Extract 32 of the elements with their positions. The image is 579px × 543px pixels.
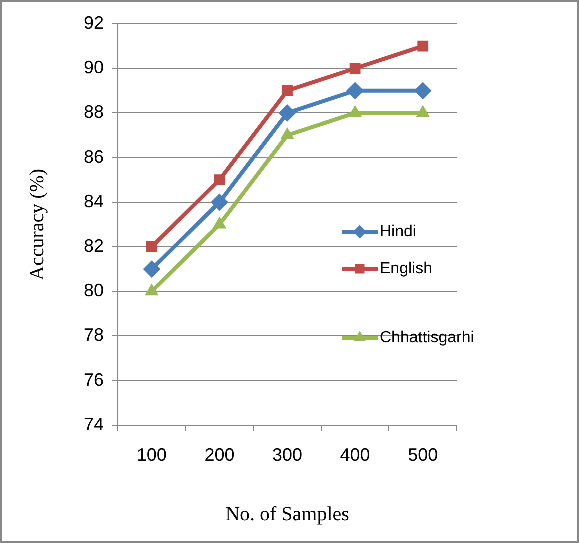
y-tick-label: 88 bbox=[84, 102, 104, 122]
x-tick-label: 200 bbox=[204, 445, 235, 466]
point bbox=[143, 260, 160, 278]
y-tick-label: 90 bbox=[84, 58, 104, 78]
y-tick-label: 74 bbox=[84, 414, 104, 434]
point bbox=[279, 104, 296, 122]
x-tick-label: 100 bbox=[136, 445, 167, 466]
point bbox=[146, 242, 158, 252]
point bbox=[346, 82, 364, 100]
y-axis-title: Accuracy (%) bbox=[26, 168, 48, 280]
y-tick-label: 80 bbox=[84, 280, 104, 301]
point bbox=[211, 194, 228, 211]
legend-label: Hindi bbox=[380, 223, 416, 240]
y-tick-label: 76 bbox=[84, 370, 104, 390]
y-tick-label: 78 bbox=[84, 325, 104, 346]
point bbox=[214, 174, 226, 186]
point bbox=[418, 40, 429, 52]
x-axis-title: No. of Samples bbox=[226, 503, 350, 526]
y-tick-label: 92 bbox=[84, 12, 104, 33]
point bbox=[213, 217, 226, 229]
y-tick-label: 82 bbox=[84, 236, 104, 256]
y-tick-label: 84 bbox=[84, 191, 104, 212]
point bbox=[145, 284, 158, 296]
legend-label: Chhattisgarhi bbox=[380, 329, 474, 346]
x-tick-label: 300 bbox=[272, 445, 303, 466]
point bbox=[414, 82, 432, 100]
point bbox=[282, 85, 293, 96]
point bbox=[350, 63, 361, 74]
x-tick-label: 400 bbox=[340, 445, 370, 466]
legend-label: English bbox=[380, 260, 432, 278]
x-tick-label: 500 bbox=[408, 445, 438, 466]
y-tick-label: 86 bbox=[84, 146, 104, 167]
